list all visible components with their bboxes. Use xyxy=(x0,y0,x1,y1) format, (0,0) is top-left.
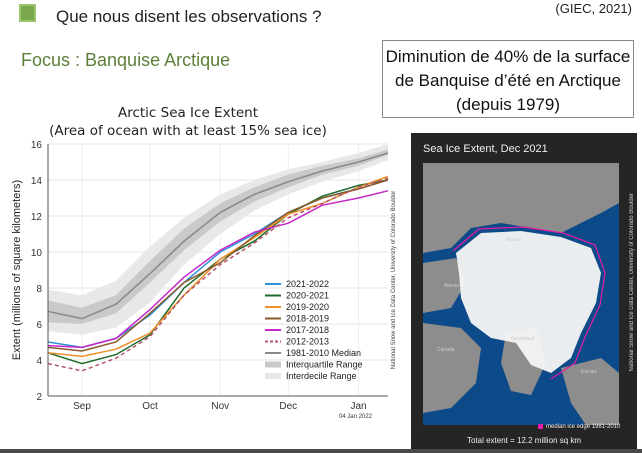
map-land-russia xyxy=(423,163,619,253)
y-tick-label: 8 xyxy=(36,284,42,295)
focus-heading: Focus : Banquise Arctique xyxy=(21,50,231,70)
median-edge-swatch xyxy=(538,423,543,429)
map-land-alaska xyxy=(423,258,466,313)
sea-ice-map xyxy=(423,163,619,425)
interquartile-band xyxy=(48,149,388,324)
y-tick-label: 16 xyxy=(31,140,43,151)
y-tick-label: 6 xyxy=(36,320,42,331)
legend-swatch xyxy=(265,373,281,379)
map-title: Sea Ice Extent, Dec 2021 xyxy=(423,143,548,155)
chart-subtitle: (Area of ocean with at least 15% sea ice… xyxy=(49,123,327,139)
legend-label: 2021-2022 xyxy=(286,279,329,289)
y-tick-label: 10 xyxy=(31,248,43,259)
series-line xyxy=(47,190,389,349)
series-line xyxy=(47,179,389,352)
footer-bar xyxy=(0,449,642,453)
legend-label: 2020-2021 xyxy=(286,291,329,301)
legend-label: Interdecile Range xyxy=(286,371,357,381)
map-label-alaska: Alaska xyxy=(444,283,460,289)
legend-swatch xyxy=(265,361,281,368)
map-legend: median ice edge 1981-2010 xyxy=(538,423,621,430)
chart-title: Arctic Sea Ice Extent xyxy=(117,105,259,121)
title-bullet-icon xyxy=(19,4,36,22)
legend-label: 2018-2019 xyxy=(286,314,329,324)
x-tick-label: Jan xyxy=(350,401,366,412)
map-land-canada xyxy=(423,323,481,413)
legend-label: 2017-2018 xyxy=(286,325,329,335)
map-credit: National Snow and Ice Data Center, Unive… xyxy=(629,193,635,372)
x-tick-label: Sep xyxy=(73,401,91,412)
sea-ice-map-panel: Sea Ice Extent, Dec 2021 Russia Alaska C… xyxy=(411,133,637,449)
map-label-russia: Russia xyxy=(506,237,522,243)
x-tick-label: Nov xyxy=(211,401,229,412)
source-reference: (GIEC, 2021) xyxy=(555,1,632,16)
map-label-europe: Europe xyxy=(581,369,598,375)
median-line xyxy=(47,152,389,320)
map-land-europe xyxy=(561,358,619,425)
legend-label: 2019-2020 xyxy=(286,302,329,312)
map-sea-ice xyxy=(456,231,601,373)
callout-box: Diminution de 40% de la surface de Banqu… xyxy=(382,40,634,118)
callout-text: Diminution de 40% de la surface de Banqu… xyxy=(385,47,631,114)
chart-heading: Arctic Sea Ice Extent (Area of ocean wit… xyxy=(38,104,338,140)
sea-ice-extent-chart: 2 4 6 8 10 12 14 16 Sep Oct Nov Dec Jan Extent (milli… xyxy=(11,140,397,420)
y-tick-label: 12 xyxy=(31,212,43,223)
map-label-greenland: Greenland xyxy=(511,336,535,342)
x-tick-label: Dec xyxy=(279,401,297,412)
date-label: 04 Jan 2022 xyxy=(339,414,373,420)
map-label-canada: Canada xyxy=(437,347,455,353)
legend-label: 2012-2013 xyxy=(286,337,329,347)
map-total-extent: Total extent = 12.2 million sq km xyxy=(466,436,582,445)
legend-label: 1981-2010 Median xyxy=(286,348,361,358)
map-legend-label: median ice edge 1981-2010 xyxy=(546,424,621,430)
series-line xyxy=(47,177,389,372)
x-tick-label: Oct xyxy=(142,401,158,412)
chart-credit: National Snow and Ice Data Center, Unive… xyxy=(391,191,397,369)
map-median-ice-edge xyxy=(452,226,606,380)
slide-title: Que nous disent les observations ? xyxy=(56,7,322,26)
y-tick-label: 2 xyxy=(36,392,42,403)
y-axis-label: Extent (millions of square kilometers) xyxy=(11,180,23,360)
y-tick-label: 14 xyxy=(31,176,43,187)
y-tick-label: 4 xyxy=(36,356,42,367)
legend-label: Interquartile Range xyxy=(286,360,363,370)
